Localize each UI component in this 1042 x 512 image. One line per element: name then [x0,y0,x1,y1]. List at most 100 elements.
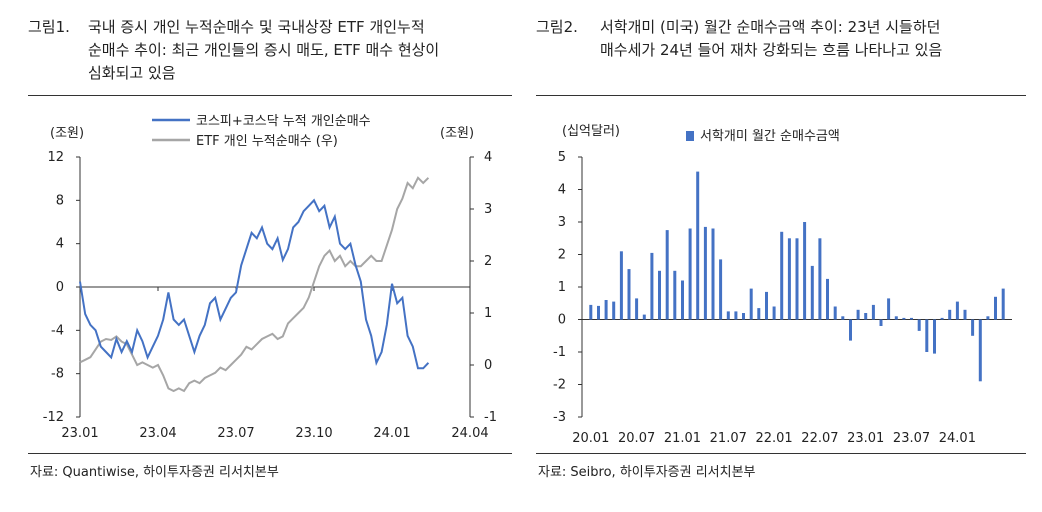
right-title-line-1: 서학개미 (미국) 월간 순매수금액 추이: 23년 시들하던 [600,18,941,36]
bar [726,311,730,320]
bar [765,291,768,320]
bar [856,309,860,320]
left-y-axis-ticks: 12 8 4 0 -4 -8 -12 [43,150,80,425]
bar [955,301,959,320]
bar [589,304,593,320]
x-tick-label: 23.04 [139,426,176,441]
bar [650,252,654,320]
x-tick-label: 24.01 [939,431,976,446]
left-y-tick-label: -12 [43,410,64,425]
left-y-tick-label: 0 [56,280,64,295]
x-tick-label: 24.04 [451,426,488,441]
left-y-tick-label: 4 [56,237,64,252]
bar [772,306,776,320]
right-y-tick-label: 2 [484,254,492,269]
right-chart-legend: 서학개미 월간 순매수금액 [686,129,840,144]
left-title-rule [28,95,512,96]
bar [986,316,990,320]
bar [933,319,936,354]
y-tick-label: 2 [558,248,566,263]
bar [902,317,906,320]
bar [696,171,700,320]
bar [940,317,944,320]
x-tick-label: 23.07 [217,426,254,441]
bar [978,319,982,382]
left-y-tick-label: 12 [47,150,64,165]
bar [864,313,868,320]
bar [894,316,898,320]
x-axis-ticks: 23.01 23.04 23.07 23.10 24.01 24.04 [61,287,489,441]
y-tick-label: 5 [558,150,566,165]
bar [787,238,791,320]
bar [742,313,745,320]
bar [1001,288,1005,320]
y-tick-label: 1 [558,280,566,295]
right-axis-unit: (조원) [440,126,474,141]
right-chart-y-axis-ticks: 5 4 3 2 1 0 -1 -2 -3 [553,150,582,425]
bar [818,238,822,320]
bar [703,226,707,320]
bar [658,270,661,320]
x-tick-label: 22.07 [801,431,838,446]
bar [719,259,723,320]
bar [917,319,921,331]
right-source-rule [536,453,1026,454]
legend-label-bar: 서학개미 월간 순매수금액 [700,129,840,144]
bar [833,306,837,320]
right-y-tick-label: -1 [484,410,497,425]
right-chart-x-axis-ticks: 20.01 20.07 21.01 21.07 22.01 22.07 23.01 23.07… [572,431,976,446]
right-y-axis-ticks: 4 3 2 1 0 -1 [470,150,497,425]
right-source: 자료: Seibro, 하이투자증권 리서치본부 [538,465,756,480]
bar [627,269,631,320]
x-tick-label: 23.01 [61,426,98,441]
bar [879,319,883,326]
x-tick-label: 21.01 [664,431,701,446]
left-title-line-3: 심화되고 있음 [88,64,176,82]
left-chart: 코스피+코스닥 누적 개인순매수 ETF 개인 누적순매수 (우) (조원) (… [43,114,497,441]
y-tick-label: -1 [553,345,566,360]
right-figure-panel: 그림2. 서학개미 (미국) 월간 순매수금액 추이: 23년 시들하던 매수세… [520,0,1042,512]
bar [711,228,715,320]
legend-swatch-bar [686,131,694,141]
y-tick-label: -2 [553,378,566,393]
x-tick-label: 21.07 [710,431,747,446]
bar [810,265,814,320]
left-y-tick-label: -8 [51,367,64,382]
x-tick-label: 20.01 [572,431,609,446]
bar [803,222,807,320]
bar [604,300,608,320]
bar [757,308,761,320]
legend-label-etf: ETF 개인 누적순매수 (우) [196,134,338,149]
right-y-tick-label: 1 [484,306,492,321]
x-tick-label: 20.07 [618,431,655,446]
y-tick-label: -3 [553,410,566,425]
bar [887,298,891,320]
left-title-line-1: 국내 증시 개인 누적순매수 및 국내상장 ETF 개인누적 [88,18,425,36]
right-title-line-2: 매수세가 24년 들어 재차 강화되는 흐름 나타나고 있음 [600,41,943,59]
bar [635,298,639,320]
bar [871,304,875,320]
left-chart-legend: 코스피+코스닥 누적 개인순매수 ETF 개인 누적순매수 (우) [152,114,371,149]
bar [612,301,616,320]
right-chart-unit: (십억달러) [562,124,620,139]
bar [597,305,600,320]
series-line-kospi-kosdaq [79,198,430,370]
y-tick-label: 3 [558,215,566,230]
left-y-tick-label: 8 [56,193,64,208]
bar [910,317,913,320]
left-figure-number: 그림1. [28,18,70,36]
x-tick-label: 23.01 [847,431,884,446]
right-y-tick-label: 0 [484,358,492,373]
y-tick-label: 4 [558,183,566,198]
bar [673,270,677,320]
bar [619,251,623,320]
bar [963,309,967,320]
bar [971,319,975,336]
series-line-etf [79,176,430,393]
bar [734,311,738,320]
right-chart-bars [589,171,1005,382]
bar [826,278,829,320]
bar [688,228,692,320]
bar [841,316,845,320]
